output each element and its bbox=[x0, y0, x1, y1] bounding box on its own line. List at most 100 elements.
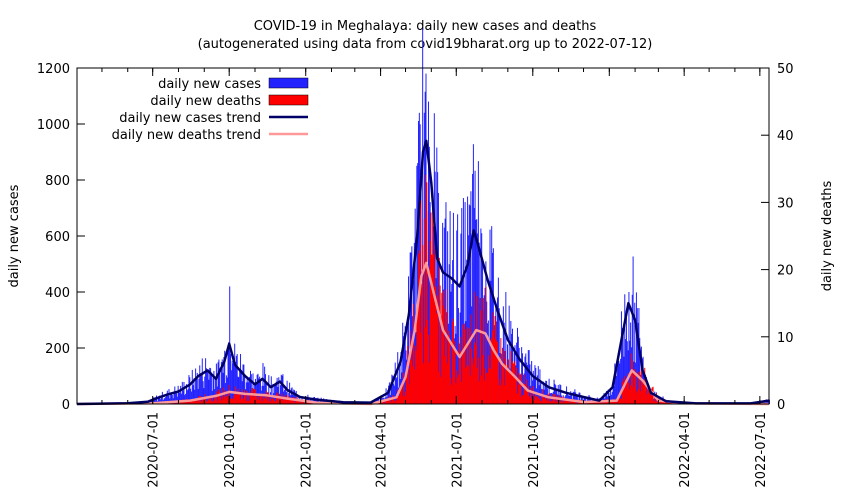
cases-bar bbox=[452, 212, 454, 404]
cases-bar bbox=[156, 395, 158, 404]
cases-bar bbox=[475, 219, 477, 404]
cases-bar bbox=[391, 374, 393, 404]
deaths-bar bbox=[190, 400, 192, 404]
cases-bar bbox=[375, 398, 377, 404]
deaths-bar bbox=[603, 402, 605, 404]
cases-bar bbox=[227, 347, 229, 404]
deaths-bar bbox=[497, 342, 499, 404]
cases-bar bbox=[443, 227, 445, 404]
cases-bar bbox=[468, 204, 470, 404]
cases-bar bbox=[491, 226, 493, 404]
deaths-bar bbox=[638, 389, 640, 404]
deaths-bar bbox=[453, 350, 455, 404]
cases-bar bbox=[489, 229, 491, 404]
x-tick-label: 2020-07-01 bbox=[147, 412, 162, 488]
deaths-bar bbox=[395, 400, 397, 404]
legend-label: daily new deaths bbox=[150, 94, 261, 109]
deaths-bar bbox=[222, 387, 224, 404]
deaths-bar bbox=[645, 374, 647, 404]
deaths-bar bbox=[263, 398, 265, 404]
deaths-bar bbox=[418, 250, 420, 404]
cases-bar bbox=[164, 397, 166, 404]
deaths-bar bbox=[556, 401, 558, 404]
deaths-bar bbox=[508, 371, 510, 404]
cases-bar bbox=[165, 396, 167, 404]
deaths-bar bbox=[413, 369, 415, 404]
cases-bar bbox=[177, 385, 179, 404]
cases-bar bbox=[645, 377, 647, 404]
legend-label: daily new deaths trend bbox=[112, 128, 261, 143]
deaths-bar bbox=[482, 355, 484, 404]
cases-bar bbox=[528, 350, 530, 404]
deaths-bar bbox=[213, 400, 215, 404]
cases-bar bbox=[272, 383, 274, 404]
cases-bar bbox=[189, 377, 191, 404]
deaths-bar bbox=[408, 368, 410, 404]
deaths-bar bbox=[618, 397, 620, 404]
cases-bar bbox=[521, 347, 523, 404]
deaths-bar bbox=[666, 402, 668, 404]
deaths-bar bbox=[303, 402, 305, 404]
deaths-bar bbox=[274, 400, 276, 404]
cases-bar bbox=[448, 264, 450, 404]
deaths-bar bbox=[423, 363, 424, 404]
cases-bar bbox=[286, 380, 288, 404]
deaths-bar bbox=[530, 387, 532, 404]
deaths-bar bbox=[514, 361, 516, 404]
deaths-bar bbox=[192, 401, 194, 404]
cases-bar bbox=[517, 336, 519, 404]
cases-bar bbox=[193, 378, 195, 404]
cases-bar bbox=[548, 378, 550, 404]
x-tick-label: 2022-07-01 bbox=[754, 412, 769, 488]
deaths-bar bbox=[294, 398, 296, 404]
deaths-bar bbox=[655, 401, 657, 404]
x-tick-label: 2021-10-01 bbox=[527, 412, 542, 488]
deaths-bar bbox=[420, 200, 422, 404]
deaths-bar bbox=[635, 372, 637, 404]
deaths-bar bbox=[245, 395, 247, 404]
deaths-bar bbox=[378, 402, 380, 404]
deaths-bar bbox=[509, 372, 511, 404]
deaths-bar bbox=[515, 378, 517, 404]
deaths-bar bbox=[256, 398, 258, 404]
deaths-bar bbox=[477, 357, 479, 404]
cases-bar bbox=[433, 113, 435, 404]
cases-bar bbox=[522, 375, 524, 404]
cases-bar bbox=[620, 311, 622, 404]
deaths-bar bbox=[280, 396, 282, 404]
deaths-bar bbox=[653, 400, 655, 404]
cases-bar bbox=[170, 393, 172, 404]
cases-bar bbox=[408, 356, 410, 404]
deaths-bar bbox=[656, 402, 658, 404]
x-tick-label: 2020-10-01 bbox=[223, 412, 238, 488]
deaths-bar bbox=[458, 343, 460, 404]
deaths-bar bbox=[620, 398, 622, 404]
cases-bar bbox=[460, 233, 462, 404]
deaths-bar bbox=[504, 350, 506, 404]
legend-label: daily new cases bbox=[158, 77, 261, 92]
cases-bar bbox=[416, 165, 418, 404]
cases-bar bbox=[484, 287, 486, 404]
deaths-bar bbox=[602, 400, 604, 404]
right-tick-label: 30 bbox=[777, 196, 794, 211]
cases-bar bbox=[396, 377, 398, 404]
cases-bar bbox=[184, 395, 186, 404]
cases-bar bbox=[235, 355, 237, 404]
deaths-bar bbox=[588, 402, 590, 404]
deaths-bar bbox=[511, 373, 513, 404]
cases-bar bbox=[625, 339, 627, 404]
cases-bar bbox=[174, 386, 176, 404]
deaths-bar bbox=[650, 395, 652, 404]
deaths-bar bbox=[301, 401, 303, 404]
cases-bar bbox=[637, 322, 639, 404]
deaths-bar bbox=[411, 350, 413, 404]
deaths-bar bbox=[641, 380, 643, 404]
deaths-bar bbox=[555, 402, 557, 404]
deaths-bar bbox=[532, 386, 534, 404]
deaths-bar bbox=[421, 283, 423, 404]
right-tick-label: 50 bbox=[777, 62, 794, 77]
cases-bar bbox=[200, 375, 202, 404]
deaths-bar bbox=[194, 400, 196, 404]
cases-bar bbox=[403, 336, 405, 404]
deaths-bar bbox=[257, 393, 259, 404]
